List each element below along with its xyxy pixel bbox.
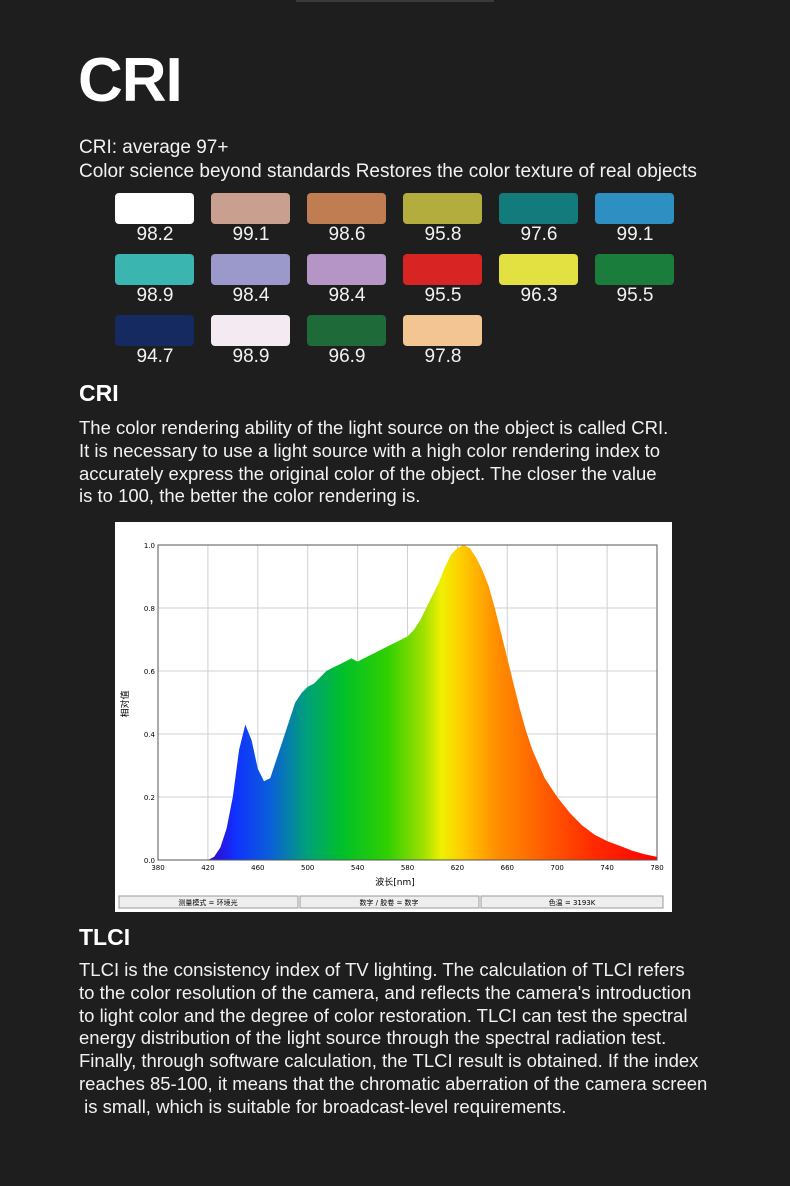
x-tick-label: 580: [401, 864, 414, 872]
swatch-value: 94.7: [136, 346, 174, 367]
tlci-section-heading: TLCI: [79, 924, 131, 950]
chart-footer: 测量模式 = 环境光 数字 / 胶卷 = 数字 色温 = 3193K: [118, 895, 664, 909]
cri-description: The color rendering ability of the light…: [79, 417, 759, 508]
swatch-value: 98.4: [328, 285, 366, 306]
footer-cell-cct: [480, 895, 664, 909]
y-axis-label: 相对值: [119, 690, 131, 717]
cri-line-2: It is necessary to use a light source wi…: [79, 439, 661, 461]
top-divider: [296, 0, 494, 2]
x-tick-label: 420: [201, 864, 214, 872]
y-tick-label: 1.0: [144, 542, 155, 550]
cri-average-line: CRI: average 97+: [79, 137, 229, 158]
swatch-chip: [499, 254, 578, 285]
x-tick-label: 380: [151, 864, 164, 872]
swatch-chip: [211, 193, 290, 224]
color-swatch: 99.1: [595, 193, 675, 245]
y-tick-label: 0.4: [144, 731, 156, 739]
footer-cell-display: [299, 895, 480, 909]
swatch-chip: [115, 315, 194, 346]
color-swatch: 97.6: [499, 193, 579, 245]
color-swatch: 96.3: [499, 254, 579, 306]
swatch-chip: [211, 254, 290, 285]
swatch-chip: [595, 193, 674, 224]
swatch-chip: [403, 315, 482, 346]
x-tick-label: 700: [551, 864, 564, 872]
color-swatch: 95.5: [403, 254, 483, 306]
swatch-chip: [115, 193, 194, 224]
x-tick-label: 460: [251, 864, 264, 872]
swatch-chip: [307, 315, 386, 346]
tlci-line-7: is small, which is suitable for broadcas…: [79, 1095, 567, 1117]
color-swatch: 95.5: [595, 254, 675, 306]
color-swatch: 98.6: [307, 193, 387, 245]
x-tick-label: 500: [301, 864, 314, 872]
swatch-value: 99.1: [616, 224, 654, 245]
color-swatch: 98.9: [115, 254, 195, 306]
color-swatch: 98.9: [211, 315, 291, 367]
plot-frame: [157, 544, 658, 861]
tlci-line-2: to the color resolution of the camera, a…: [79, 981, 692, 1003]
x-tick-label: 740: [600, 864, 613, 872]
y-tick-label: 0.8: [144, 605, 155, 613]
y-tick-label: 0.6: [144, 668, 156, 676]
spectrum-chart-panel: 380 420 460 500 540 580 620 660 700 740 780 0.0 0.2 0…: [115, 522, 672, 912]
swatch-chip: [307, 254, 386, 285]
page-title: CRI: [78, 46, 183, 115]
tlci-line-3: to light color and the degree of color r…: [79, 1004, 688, 1026]
spectrum-area: [207, 545, 657, 860]
swatch-chip: [403, 254, 482, 285]
swatch-value: 98.9: [136, 285, 174, 306]
cri-line-3: accurately express the original color of…: [79, 462, 657, 484]
swatch-chip: [307, 193, 386, 224]
color-swatch: 98.2: [115, 193, 195, 245]
color-swatch: 95.8: [403, 193, 483, 245]
color-swatch: 98.4: [307, 254, 387, 306]
footer-mode-text: 测量模式 = 环境光: [178, 898, 237, 907]
swatch-value: 98.6: [328, 224, 366, 245]
swatch-value: 95.5: [616, 285, 654, 306]
cri-section-heading: CRI: [79, 380, 119, 406]
x-tick-label: 660: [501, 864, 514, 872]
color-swatch: 98.4: [211, 254, 291, 306]
x-tick-label: 620: [451, 864, 464, 872]
x-axis-label: 波长[nm]: [375, 876, 415, 888]
cri-line-1: The color rendering ability of the light…: [79, 417, 669, 438]
color-swatch: 97.8: [403, 315, 483, 367]
tlci-line-4: energy distribution of the light source …: [79, 1027, 667, 1049]
tlci-line-1: TLCI is the consistency index of TV ligh…: [79, 959, 685, 980]
swatch-chip: [403, 193, 482, 224]
cri-line-4: is to 100, the better the color renderin…: [79, 485, 421, 507]
swatch-value: 98.9: [232, 346, 270, 367]
color-swatch: 94.7: [115, 315, 195, 367]
y-tick-label: 0.2: [144, 794, 155, 802]
swatch-value: 99.1: [232, 224, 270, 245]
swatch-value: 98.2: [136, 224, 174, 245]
swatch-value: 96.3: [520, 285, 558, 306]
swatch-value: 95.5: [424, 285, 462, 306]
color-swatch: 96.9: [307, 315, 387, 367]
tlci-line-6: reaches 85-100, it means that the chroma…: [79, 1072, 708, 1094]
swatch-value: 96.9: [328, 346, 366, 367]
footer-display-text: 数字 / 胶卷 = 数字: [359, 898, 418, 907]
swatch-chip: [115, 254, 194, 285]
color-swatch-grid: 98.2 99.1 98.6 95.8 97.6 99.1 98.9 98.4 98.4 95.5…: [115, 193, 695, 373]
swatch-chip: [595, 254, 674, 285]
spectrum-chart: 380 420 460 500 540 580 620 660 700 740 780 0.0 0.2 0…: [118, 542, 664, 909]
cri-tagline: Color science beyond standards Restores …: [79, 161, 697, 182]
cri-subtitle: CRI: average 97+ Color science beyond st…: [79, 136, 697, 184]
footer-cell-mode: [118, 895, 299, 909]
swatch-value: 98.4: [232, 285, 270, 306]
tlci-line-5: Finally, through software calculation, t…: [79, 1050, 699, 1072]
tlci-description: TLCI is the consistency index of TV ligh…: [79, 959, 759, 1119]
swatch-chip: [211, 315, 290, 346]
color-swatch: 99.1: [211, 193, 291, 245]
swatch-value: 95.8: [424, 224, 462, 245]
x-tick-label: 540: [351, 864, 364, 872]
footer-cct-text: 色温 = 3193K: [549, 898, 596, 907]
swatch-chip: [499, 193, 578, 224]
x-tick-label: 780: [650, 864, 663, 872]
swatch-value: 97.6: [520, 224, 558, 245]
y-tick-label: 0.0: [144, 857, 155, 865]
swatch-value: 97.8: [424, 346, 462, 367]
